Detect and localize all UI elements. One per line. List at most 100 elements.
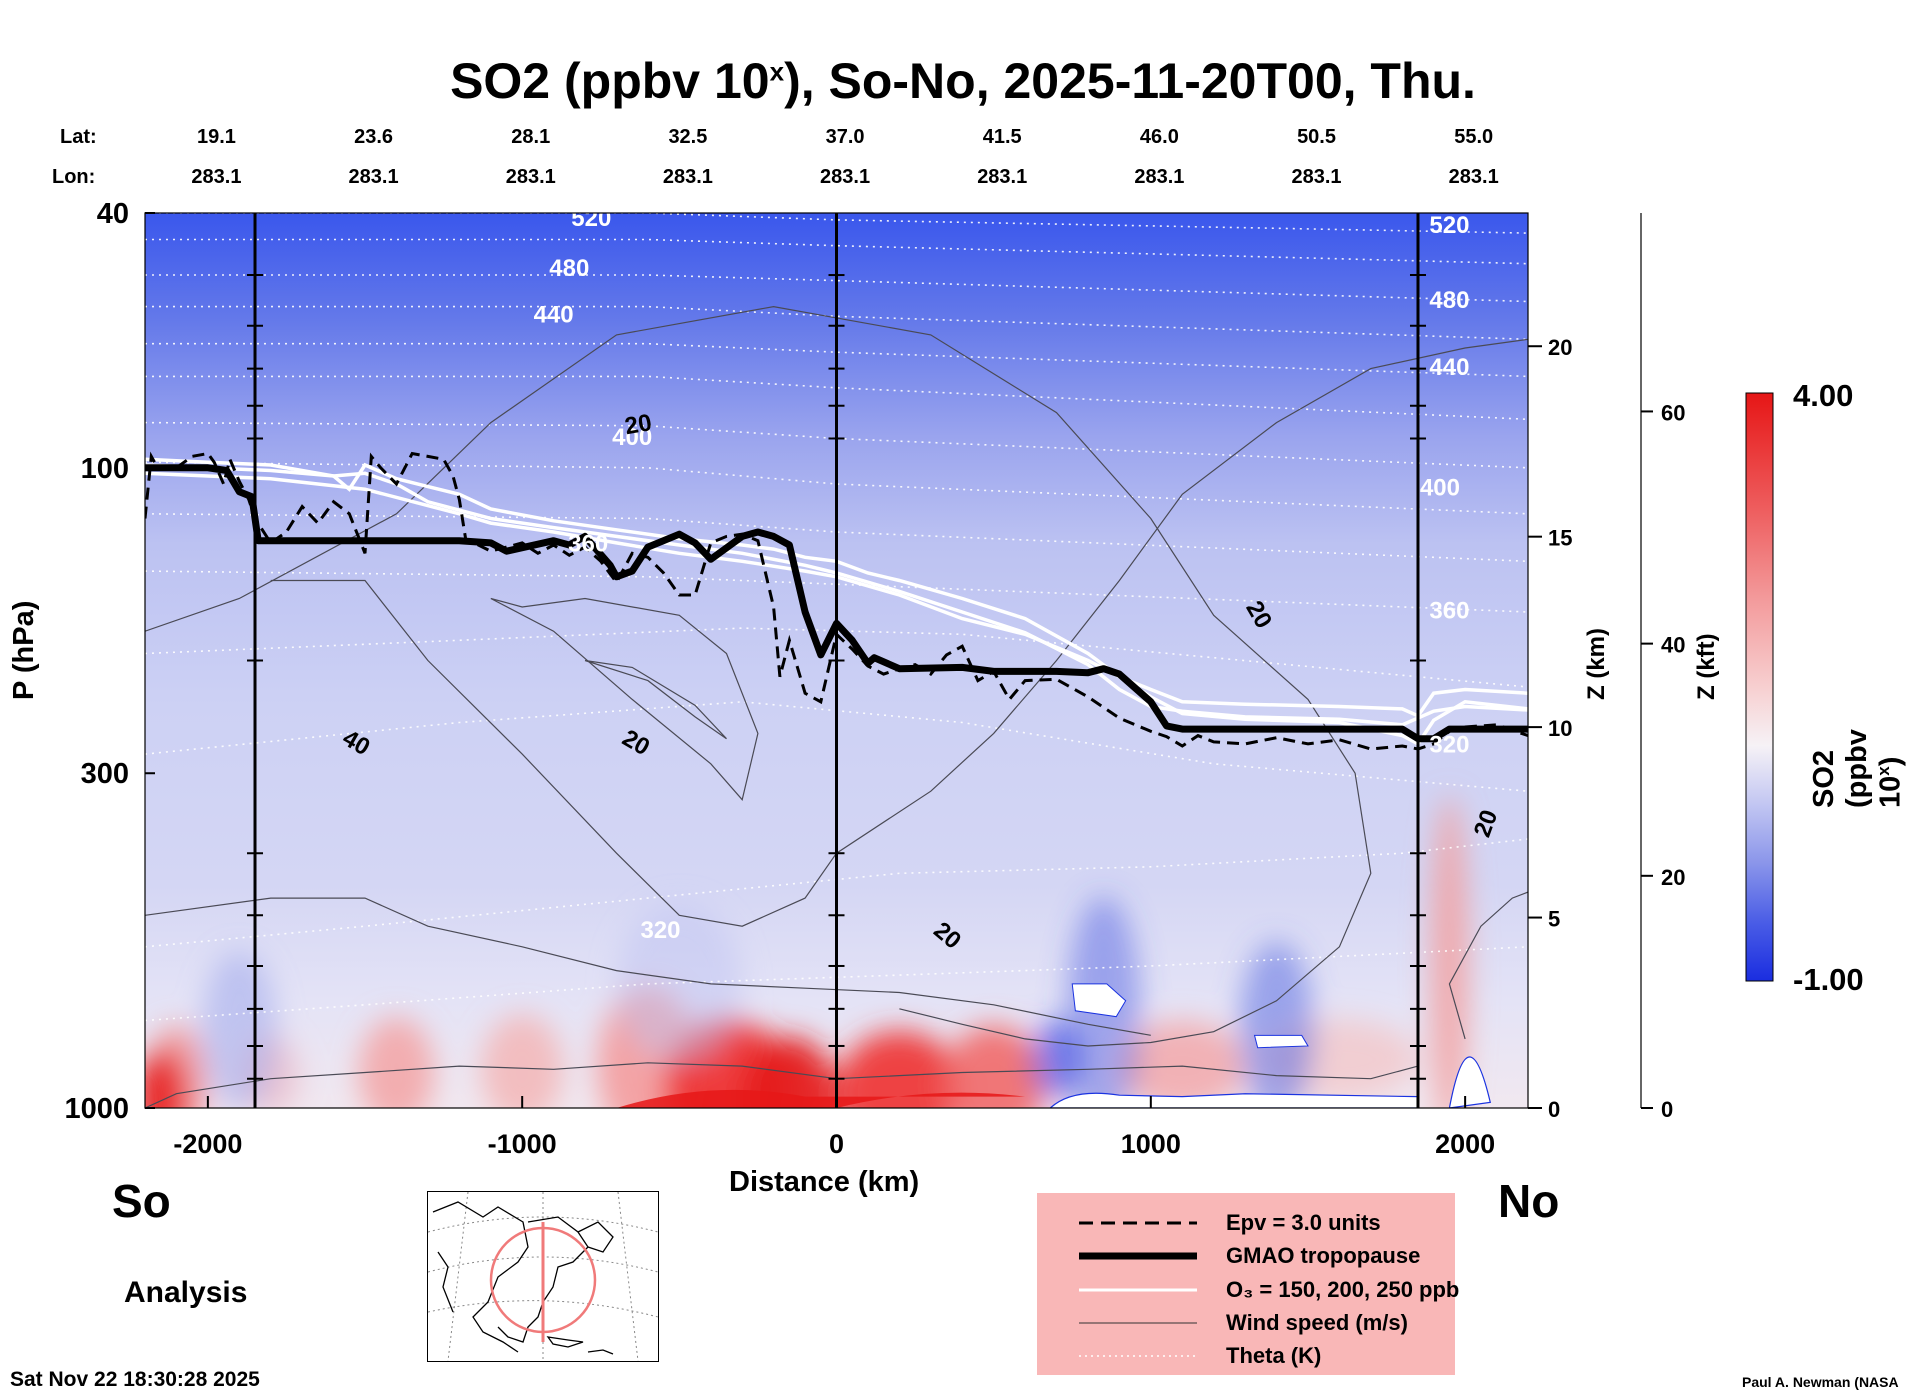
wind-contour xyxy=(1448,891,1528,1040)
colorbar-min-label: -1.00 xyxy=(1793,962,1864,997)
theta-contour xyxy=(145,421,1528,469)
north-label: No xyxy=(1498,1175,1560,1227)
x-tick-label: 2000 xyxy=(1435,1129,1495,1159)
so2-low-hole xyxy=(1253,1034,1309,1049)
tropopause-line xyxy=(145,464,1528,743)
theta-label: 440 xyxy=(534,302,574,329)
lon-value: 283.1 xyxy=(662,166,713,188)
zkm-tick-label: 10 xyxy=(1548,716,1572,741)
theta-label: 360 xyxy=(568,530,608,557)
so2-patch xyxy=(836,1030,963,1108)
lon-value: 283.1 xyxy=(820,166,871,188)
zkft-tick-label: 0 xyxy=(1661,1097,1673,1122)
so2-patch xyxy=(1238,941,1315,1108)
wind-contour xyxy=(145,305,1372,1047)
y-tick-label: 40 xyxy=(97,198,129,230)
theta-contour xyxy=(145,342,1528,378)
lat-value: 37.0 xyxy=(825,126,865,148)
theta-contour xyxy=(145,375,1528,421)
theta-contour xyxy=(145,700,1528,792)
theta-label: 520 xyxy=(571,205,611,232)
lat-value: 19.1 xyxy=(196,126,236,148)
theta-label: 360 xyxy=(1429,597,1469,624)
legend-tropopause-label: GMAO tropopause xyxy=(1226,1243,1421,1268)
theta-contour xyxy=(145,238,1528,265)
y-tick-label: 300 xyxy=(81,758,129,790)
so2-patch xyxy=(481,1014,564,1108)
lon-value: 283.1 xyxy=(1448,166,1499,188)
y-tick-label: 1000 xyxy=(64,1093,129,1125)
map-icon xyxy=(428,1192,658,1361)
so2-patch xyxy=(616,903,743,1064)
lon-value: 283.1 xyxy=(505,166,556,188)
legend-wind-label: Wind speed (m/s) xyxy=(1226,1310,1408,1335)
wind-label: 20 xyxy=(623,409,654,440)
lat-value: 41.5 xyxy=(982,126,1022,148)
lat-value: 32.5 xyxy=(668,126,708,148)
lat-row-label: Lat: xyxy=(60,126,97,148)
zkft-tick-label: 20 xyxy=(1661,865,1685,890)
axes: -2000 -1000 0 1000 2000 40 100 300 1000 0 5 10 15 20 0… xyxy=(64,198,1774,1159)
lat-value: 23.6 xyxy=(354,126,394,148)
lon-value: 283.1 xyxy=(191,166,242,188)
legend: Epv = 3.0 units GMAO tropopause O₃ = 150… xyxy=(1037,1193,1459,1375)
zkm-tick-label: 0 xyxy=(1548,1097,1560,1122)
theta-label: 400 xyxy=(612,424,652,451)
so2-blobs xyxy=(145,796,1469,1108)
analysis-label: Analysis xyxy=(124,1276,248,1309)
lon-value: 283.1 xyxy=(977,166,1028,188)
theta-label: 480 xyxy=(1429,287,1469,314)
zkm-tick-label: 5 xyxy=(1548,907,1560,932)
wind-contour xyxy=(145,1062,1419,1108)
epv-line xyxy=(145,451,1528,751)
so2-low-hole xyxy=(1071,983,1127,1018)
legend-theta-label: Theta (K) xyxy=(1226,1343,1322,1368)
lon-row-label: Lon: xyxy=(52,166,96,188)
x-axis-label: Distance (km) xyxy=(729,1166,920,1198)
theta-contour xyxy=(145,627,1528,688)
so2-low-surface xyxy=(1448,1056,1492,1108)
so2-patch xyxy=(201,951,278,1108)
theta-contour xyxy=(145,570,1528,613)
y-tick-label: 100 xyxy=(81,453,129,485)
so2-patch xyxy=(1430,796,1469,1108)
credit: Paul A. Newman (NASA xyxy=(1742,1374,1899,1390)
timestamp: Sat Nov 22 18:30:28 2025 xyxy=(10,1368,260,1391)
theta-contour xyxy=(145,274,1528,303)
z-km-axis-label: Z (km) xyxy=(1583,628,1610,700)
x-tick-label: -1000 xyxy=(488,1129,557,1159)
zkft-tick-label: 40 xyxy=(1661,633,1685,658)
legend-ozone-label: O₃ = 150, 200, 250 ppb xyxy=(1226,1277,1460,1302)
x-tick-label: 1000 xyxy=(1121,1129,1181,1159)
ozone-contour-150 xyxy=(145,471,1528,718)
theta-label: 440 xyxy=(1429,354,1469,381)
theta-label: 400 xyxy=(1420,475,1460,502)
so2-patch xyxy=(358,1017,435,1108)
x-tick-label: -2000 xyxy=(173,1129,242,1159)
so2-patch xyxy=(1031,1019,1082,1100)
wind-contour xyxy=(270,338,1528,927)
theta-contour xyxy=(145,305,1528,341)
lon-value: 283.1 xyxy=(1291,166,1342,188)
theta-label: 320 xyxy=(1429,731,1469,758)
lat-value: 28.1 xyxy=(511,126,551,148)
theta-contour xyxy=(145,838,1528,948)
zkm-tick-label: 15 xyxy=(1548,526,1572,551)
south-label: So xyxy=(112,1175,171,1227)
so2-high-surface xyxy=(616,1089,1026,1108)
zkm-tick-label: 20 xyxy=(1548,335,1572,360)
so2-patch xyxy=(145,1049,186,1108)
colorbar-label: SO2 (ppbv 10x) xyxy=(1808,729,1907,808)
zkft-tick-label: 60 xyxy=(1661,400,1685,425)
lon-value: 283.1 xyxy=(1134,166,1185,188)
theta-contour xyxy=(145,946,1528,1022)
theta-label: 320 xyxy=(640,917,680,944)
lat-value: 46.0 xyxy=(1139,126,1179,148)
wind-contour xyxy=(145,897,1151,1036)
theta-label: 520 xyxy=(1429,212,1469,239)
x-tick-label: 0 xyxy=(829,1129,844,1159)
z-kft-axis-label: Z (kft) xyxy=(1693,633,1720,700)
wind-contour xyxy=(584,659,727,740)
lat-value: 55.0 xyxy=(1454,126,1494,148)
